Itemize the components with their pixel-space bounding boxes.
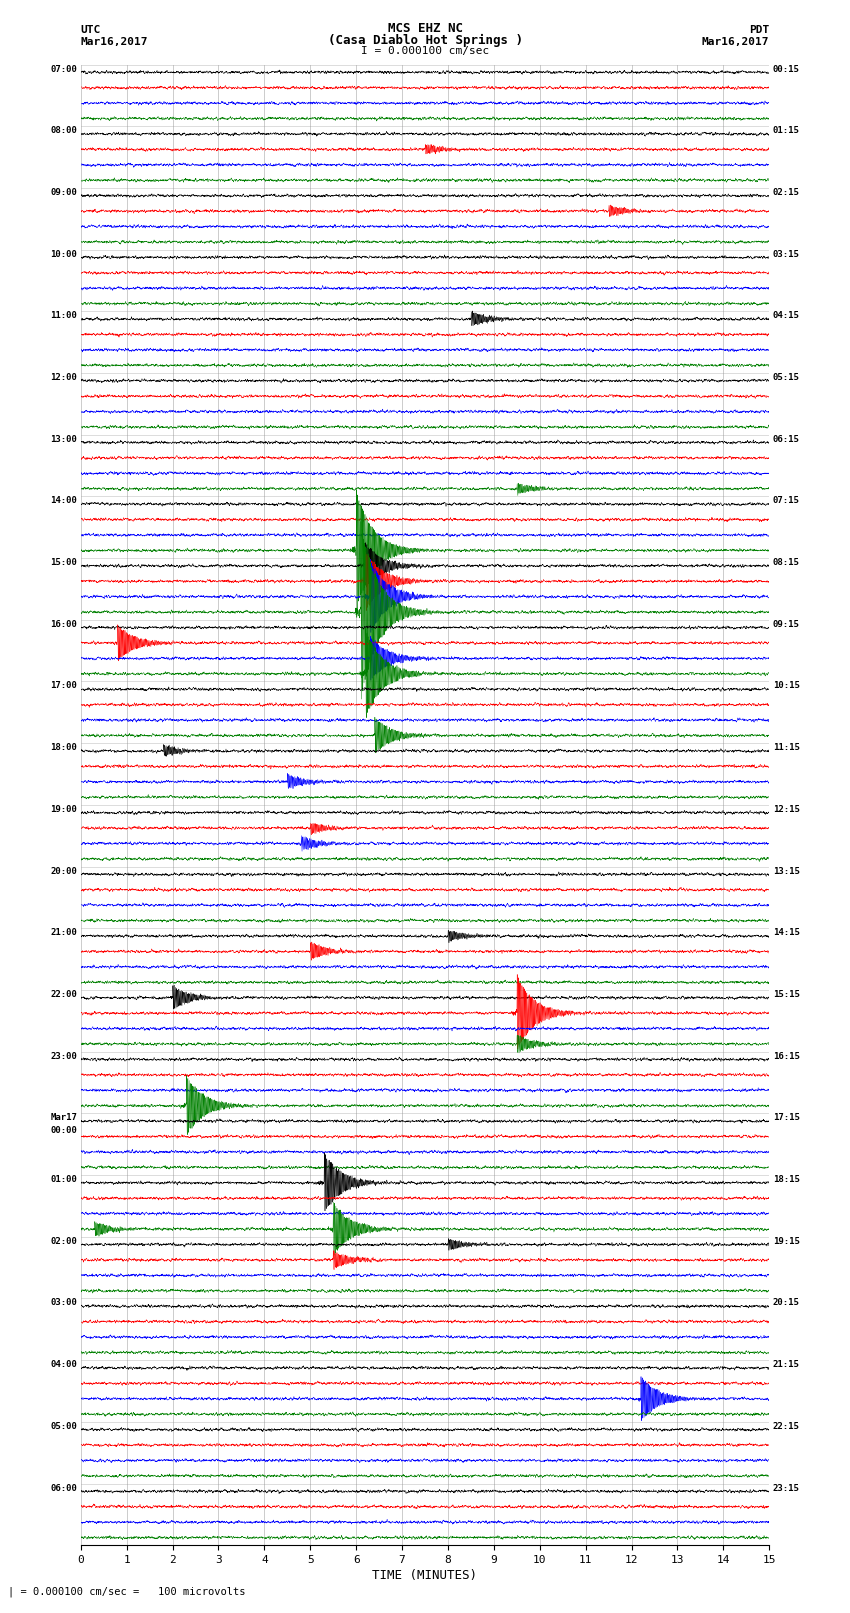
Text: 14:15: 14:15 xyxy=(773,929,800,937)
Text: Mar17: Mar17 xyxy=(50,1113,77,1123)
Text: 21:00: 21:00 xyxy=(50,929,77,937)
Text: 17:15: 17:15 xyxy=(773,1113,800,1123)
X-axis label: TIME (MINUTES): TIME (MINUTES) xyxy=(372,1569,478,1582)
Text: 05:00: 05:00 xyxy=(50,1423,77,1431)
Text: 03:15: 03:15 xyxy=(773,250,800,258)
Text: 19:00: 19:00 xyxy=(50,805,77,815)
Text: 05:15: 05:15 xyxy=(773,373,800,382)
Text: 06:15: 06:15 xyxy=(773,436,800,444)
Text: 09:15: 09:15 xyxy=(773,619,800,629)
Text: 20:15: 20:15 xyxy=(773,1298,800,1308)
Text: 04:15: 04:15 xyxy=(773,311,800,321)
Text: 12:00: 12:00 xyxy=(50,373,77,382)
Text: 23:00: 23:00 xyxy=(50,1052,77,1061)
Text: 00:00: 00:00 xyxy=(50,1126,77,1134)
Text: 02:15: 02:15 xyxy=(773,187,800,197)
Text: 08:00: 08:00 xyxy=(50,126,77,135)
Text: 16:15: 16:15 xyxy=(773,1052,800,1061)
Text: 19:15: 19:15 xyxy=(773,1237,800,1245)
Text: 10:15: 10:15 xyxy=(773,682,800,690)
Text: 11:00: 11:00 xyxy=(50,311,77,321)
Text: UTC: UTC xyxy=(81,24,101,35)
Text: 14:00: 14:00 xyxy=(50,497,77,505)
Text: 01:15: 01:15 xyxy=(773,126,800,135)
Text: 12:15: 12:15 xyxy=(773,805,800,815)
Text: 15:15: 15:15 xyxy=(773,990,800,998)
Text: 08:15: 08:15 xyxy=(773,558,800,568)
Text: 16:00: 16:00 xyxy=(50,619,77,629)
Text: 01:00: 01:00 xyxy=(50,1174,77,1184)
Text: (Casa Diablo Hot Springs ): (Casa Diablo Hot Springs ) xyxy=(327,34,523,47)
Text: 04:00: 04:00 xyxy=(50,1360,77,1369)
Text: 09:00: 09:00 xyxy=(50,187,77,197)
Text: 11:15: 11:15 xyxy=(773,744,800,752)
Text: 15:00: 15:00 xyxy=(50,558,77,568)
Text: Mar16,2017: Mar16,2017 xyxy=(702,37,769,47)
Text: 22:15: 22:15 xyxy=(773,1423,800,1431)
Text: I = 0.000100 cm/sec: I = 0.000100 cm/sec xyxy=(361,47,489,56)
Text: 22:00: 22:00 xyxy=(50,990,77,998)
Text: 23:15: 23:15 xyxy=(773,1484,800,1492)
Text: 13:00: 13:00 xyxy=(50,436,77,444)
Text: | = 0.000100 cm/sec =   100 microvolts: | = 0.000100 cm/sec = 100 microvolts xyxy=(8,1586,246,1597)
Text: 10:00: 10:00 xyxy=(50,250,77,258)
Text: 18:00: 18:00 xyxy=(50,744,77,752)
Text: 06:00: 06:00 xyxy=(50,1484,77,1492)
Text: 02:00: 02:00 xyxy=(50,1237,77,1245)
Text: PDT: PDT xyxy=(749,24,769,35)
Text: 07:15: 07:15 xyxy=(773,497,800,505)
Text: 00:15: 00:15 xyxy=(773,65,800,74)
Text: 03:00: 03:00 xyxy=(50,1298,77,1308)
Text: 18:15: 18:15 xyxy=(773,1174,800,1184)
Text: 21:15: 21:15 xyxy=(773,1360,800,1369)
Text: 17:00: 17:00 xyxy=(50,682,77,690)
Text: 13:15: 13:15 xyxy=(773,866,800,876)
Text: 07:00: 07:00 xyxy=(50,65,77,74)
Text: Mar16,2017: Mar16,2017 xyxy=(81,37,148,47)
Text: 20:00: 20:00 xyxy=(50,866,77,876)
Text: MCS EHZ NC: MCS EHZ NC xyxy=(388,21,462,35)
